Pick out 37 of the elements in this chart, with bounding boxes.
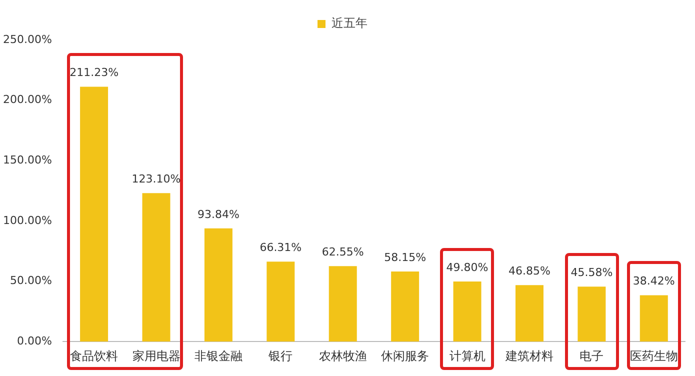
x-tick-label: 计算机: [449, 348, 486, 363]
data-label: 62.55%: [322, 246, 364, 258]
bar: [142, 193, 170, 342]
bar: [204, 228, 232, 342]
data-label: 66.31%: [260, 240, 302, 254]
x-tick-label: 休闲服务: [381, 348, 430, 363]
x-tick-label: 非银金融: [194, 348, 242, 363]
x-tick-label: 食品饮料: [70, 348, 118, 363]
x-tick-label: 医药生物: [630, 348, 678, 363]
data-label: 45.58%: [570, 266, 613, 279]
bar: [578, 286, 606, 342]
legend-label: 近五年: [332, 16, 368, 30]
x-tick-label: 农林牧渔: [318, 348, 367, 363]
data-label: 38.42%: [632, 274, 675, 288]
x-tick-label: 银行: [268, 348, 293, 363]
y-tick-label: 0.00%: [16, 334, 52, 348]
x-tick-label: 建筑材料: [504, 348, 554, 363]
data-label: 211.23%: [70, 66, 119, 80]
y-tick-label: 50.00%: [10, 274, 52, 288]
y-tick-label: 250.00%: [2, 32, 52, 46]
data-label: 49.80%: [446, 260, 488, 274]
data-label: 46.85%: [508, 264, 550, 278]
bar: [453, 282, 482, 342]
data-label: 123.10%: [132, 172, 181, 186]
y-tick-label: 200.00%: [2, 93, 52, 106]
bar: [80, 86, 108, 342]
bar: [391, 271, 420, 342]
data-label: 58.15%: [384, 250, 426, 264]
data-label: 93.84%: [197, 208, 240, 221]
bar: [328, 266, 357, 342]
x-tick-label: 电子: [580, 348, 604, 363]
y-tick-label: 100.00%: [2, 214, 52, 227]
y-tick-label: 150.00%: [2, 154, 52, 166]
bar: [515, 285, 544, 342]
x-tick-label: 家用电器: [132, 348, 180, 363]
bar: [640, 295, 668, 342]
bar: [266, 262, 295, 342]
